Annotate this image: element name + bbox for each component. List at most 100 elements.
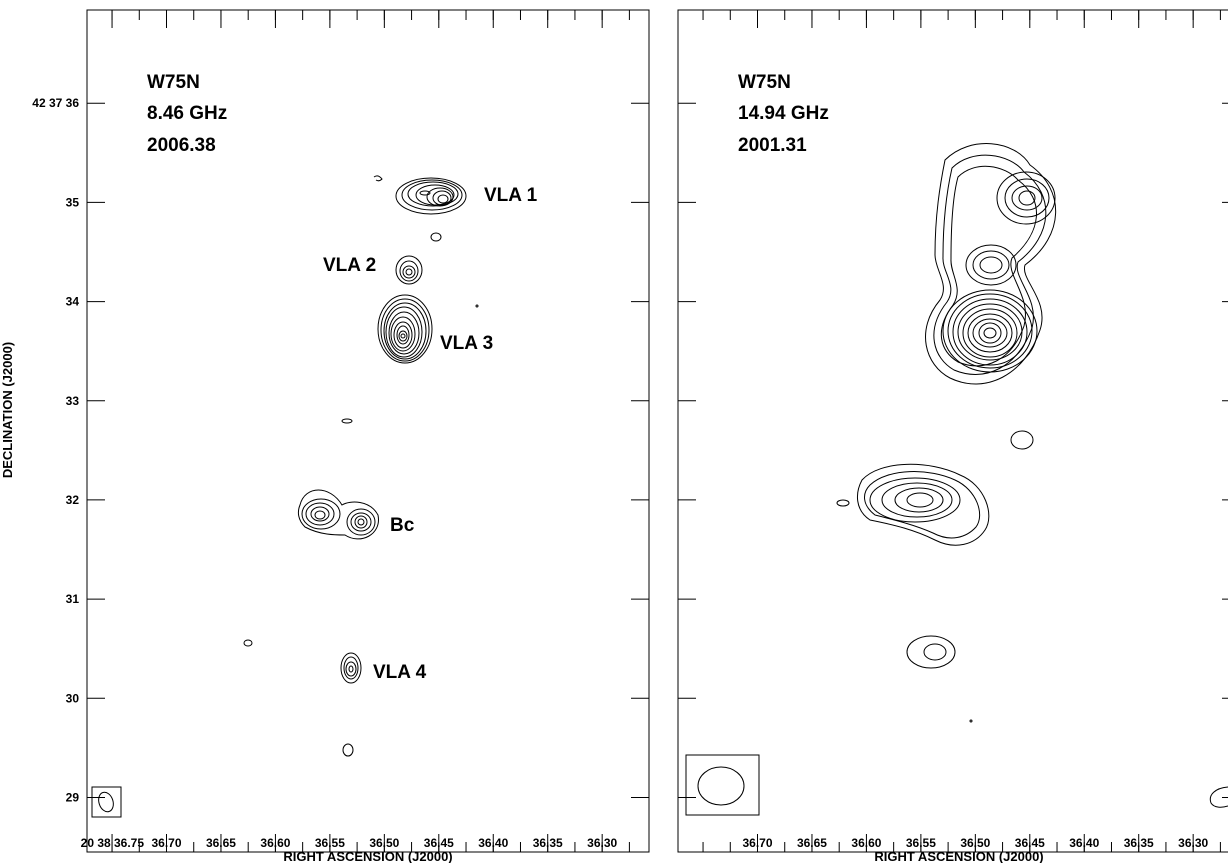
contour-vla3-dot <box>475 304 479 308</box>
x-tick-label: 36.50 <box>960 836 990 850</box>
y-tick-label: 30 <box>66 691 80 705</box>
contour-vla3-9 <box>398 330 408 342</box>
contour-right-n-2 <box>1004 178 1050 218</box>
contour-right-bc-6 <box>906 492 934 508</box>
contour-vla1-blob <box>430 232 442 242</box>
contour-vla3-4 <box>385 306 423 358</box>
left-beam-box <box>91 786 122 818</box>
y-tick-label: 35 <box>66 195 80 209</box>
source-label-vla3: VLA 3 <box>440 333 493 354</box>
contour-vla1-5 <box>426 187 454 207</box>
source-label-bc: Bc <box>390 515 415 536</box>
contour-group-right-main <box>925 143 1057 385</box>
contour-vla4-2 <box>343 656 359 680</box>
contour-vla3-8 <box>396 325 410 345</box>
left-beam <box>91 786 122 818</box>
right-contour-map <box>685 143 1228 816</box>
contour-vla1-knot <box>419 190 431 196</box>
contour-vla1-1 <box>395 177 467 215</box>
contour-right-m-3 <box>979 256 1003 274</box>
left-panel-source-name: W75N <box>147 72 200 93</box>
contour-right-main-3 <box>940 165 1038 367</box>
contour-right-s-2 <box>947 293 1033 369</box>
right-panel-epoch: 2001.31 <box>738 135 807 156</box>
contour-group-vla4 <box>243 639 362 757</box>
left-panel-frame <box>86 9 650 853</box>
contour-right-m-2 <box>972 250 1010 280</box>
contour-right-s-1 <box>942 289 1038 373</box>
contour-bc-6 <box>346 508 376 536</box>
contour-vla1-2 <box>401 179 463 211</box>
contour-bc-9 <box>357 518 365 526</box>
right-panel-source-name: W75N <box>738 72 791 93</box>
contour-right-bc-3 <box>869 477 961 523</box>
right-ticks <box>678 10 1228 852</box>
y-tick-label: 42 37 36 <box>32 96 79 110</box>
contour-right-dot <box>969 719 973 723</box>
x-tick-label: 36.35 <box>533 836 563 850</box>
contour-bc-3 <box>305 502 335 526</box>
x-tick-label: 36.50 <box>369 836 399 850</box>
contour-vla2-4 <box>405 268 413 276</box>
contour-bc-7 <box>350 512 372 532</box>
contour-vla3-blob <box>341 418 353 424</box>
contour-right-blob-b <box>1010 430 1034 450</box>
contour-group-vla1 <box>373 175 467 242</box>
contour-vla2-1 <box>395 255 423 285</box>
contour-vla3-7 <box>393 321 413 349</box>
contour-group-right-bc <box>836 430 1228 808</box>
left-x-axis-title: RIGHT ASCENSION (J2000) <box>283 849 452 863</box>
source-label-vla2: VLA 2 <box>323 255 376 276</box>
left-x-tick-labels: 20 38 36.75 36.70 36.65 36.60 36.55 36.50 36.4… <box>81 836 618 850</box>
contour-bc-4 <box>310 506 330 522</box>
left-y-tick-labels: 42 37 36 35 34 33 32 31 30 29 <box>32 96 79 804</box>
x-tick-label: 36.60 <box>851 836 881 850</box>
contour-vla3-10 <box>400 333 406 339</box>
right-panel-frame <box>677 9 1228 853</box>
contour-right-main-2 <box>933 154 1047 375</box>
contour-vla1-3 <box>407 181 459 207</box>
contour-vla2-2 <box>399 260 419 282</box>
x-tick-label: 36.60 <box>260 836 290 850</box>
contour-right-bc-4 <box>881 482 953 518</box>
y-tick-label: 32 <box>66 493 80 507</box>
contour-vla3-6 <box>390 316 416 352</box>
contour-vla3-1 <box>377 294 433 364</box>
source-label-vla1: VLA 1 <box>484 185 538 206</box>
right-beam-ellipse <box>697 766 745 806</box>
left-beam-ellipse <box>98 791 114 813</box>
left-contour-map <box>91 175 479 818</box>
right-x-tick-labels: 36.70 36.65 36.60 36.55 36.50 36.45 36.40 36.35… <box>742 836 1208 850</box>
x-tick-label: 36.45 <box>1015 836 1045 850</box>
contour-group-bc <box>297 489 379 540</box>
contour-bc-5 <box>314 510 326 520</box>
source-label-vla4: VLA 4 <box>373 662 427 683</box>
right-beam-box <box>685 754 760 816</box>
contour-right-n-4 <box>1018 190 1036 206</box>
contour-vla4-1 <box>340 652 362 684</box>
contour-right-s-3 <box>952 298 1028 366</box>
y-tick-label: 31 <box>66 592 80 606</box>
x-tick-label: 36.70 <box>742 836 772 850</box>
x-tick-label: 36.40 <box>1069 836 1099 850</box>
contour-bc-2 <box>301 498 341 530</box>
contour-left-blob-a <box>243 639 253 647</box>
contour-right-edge <box>1209 786 1228 808</box>
contour-right-s-5 <box>962 308 1018 358</box>
contour-vla3-2 <box>380 298 430 362</box>
contour-group-vla3 <box>341 294 479 424</box>
contour-right-s-6 <box>967 313 1013 353</box>
x-tick-label: 36.70 <box>151 836 181 850</box>
x-tick-label: 36.40 <box>478 836 508 850</box>
x-tick-label: 36.35 <box>1124 836 1154 850</box>
right-x-axis-title: RIGHT ASCENSION (J2000) <box>874 849 1043 863</box>
contour-vla4-3 <box>345 661 357 677</box>
contour-right-bc-5 <box>894 487 944 513</box>
y-tick-label: 34 <box>66 295 80 309</box>
contour-right-bc-2 <box>864 471 981 539</box>
contour-right-bc-1 <box>857 463 990 546</box>
x-tick-label: 36.45 <box>424 836 454 850</box>
contour-right-blob-a <box>836 499 850 507</box>
contour-right-s-7 <box>972 318 1008 348</box>
